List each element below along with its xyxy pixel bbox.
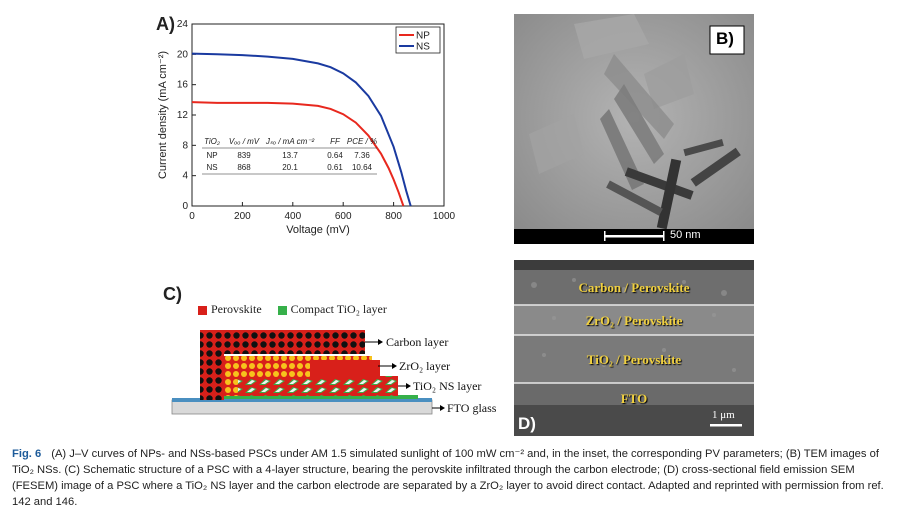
legend-label-np: NP [416, 31, 430, 42]
inset-header: PCE / % [347, 137, 377, 146]
zro2-layer-label: ZrO₂ layer [399, 359, 451, 373]
y-tick-label: 0 [182, 201, 188, 212]
inset-cell: NP [206, 151, 217, 160]
y-tick-label: 20 [177, 49, 189, 60]
y-tick-label: 12 [177, 110, 189, 121]
figure-caption: Fig. 6 (A) J–V curves of NPs- and NSs-bas… [12, 446, 888, 510]
perovskite-swatch [198, 305, 207, 315]
legend-compact-tio2: Compact TiO₂ layer [290, 302, 387, 316]
x-tick-label: 800 [385, 211, 402, 222]
y-tick-label: 16 [177, 80, 189, 91]
x-tick-label: 0 [189, 211, 195, 222]
panel-c-label: C) [163, 284, 182, 304]
x-tick-label: 200 [234, 211, 251, 222]
compact-tio2-swatch [277, 305, 287, 315]
psc-schematic [171, 330, 445, 415]
inset-cell: 839 [237, 151, 251, 160]
inset-cell: 20.1 [282, 163, 298, 172]
x-tick-label: 400 [284, 211, 301, 222]
series-line-np [191, 101, 405, 207]
sem-label-zro2: ZrO₂ / Perovskite [585, 313, 683, 328]
legend-perovskite: Perovskite [211, 302, 262, 316]
panel-a-label: A) [156, 14, 175, 34]
fto-glass-label: FTO glass [447, 401, 497, 415]
y-axis-title: Current density (mA cm⁻²) [157, 51, 169, 179]
sem-label-fto: FTO [620, 391, 648, 406]
inset-header: Vₒₒ / mV [229, 137, 260, 146]
x-tick-label: 1000 [433, 211, 456, 222]
inset-header: FF [330, 137, 341, 146]
x-tick-label: 600 [335, 211, 352, 222]
tem-nanosheets-image [514, 14, 754, 244]
sem-label-tio2: TiO₂ / Perovskite [586, 352, 682, 367]
inset-cell: 13.7 [282, 151, 298, 160]
inset-cell: 10.64 [352, 163, 373, 172]
jv-chart: 0 200 400 600 800 1000 0 4 8 12 16 20 24 Voltage (mV)… [157, 19, 456, 236]
y-tick-label: 4 [182, 171, 188, 182]
sem-cross-section [514, 260, 754, 436]
panel-b-label: B) [716, 29, 734, 48]
inset-cell: 7.36 [354, 151, 370, 160]
inset-cell: 0.61 [327, 163, 343, 172]
schematic-legend: Perovskite Compact TiO₂ layer [198, 302, 387, 317]
carbon-layer-label: Carbon layer [386, 335, 449, 349]
series-line-ns [191, 52, 412, 207]
legend-label-ns: NS [416, 42, 430, 53]
sem-label-carbon: Carbon / Perovskite [578, 280, 690, 295]
sem-scale-label: 1 μm [712, 409, 735, 421]
y-tick-label: 24 [177, 19, 189, 30]
inset-cell: 0.64 [327, 151, 343, 160]
sem-image: Carbon / Perovskite ZrO₂ / Perovskite Ti… [514, 260, 754, 436]
x-axis-title: Voltage (mV) [286, 224, 350, 236]
inset-cell: NS [206, 163, 217, 172]
tio2-ns-layer-label: TiO₂ NS layer [413, 379, 482, 393]
inset-header: Jₛₒ / mA cm⁻² [265, 137, 315, 146]
legend-box [395, 26, 441, 54]
caption-text: (A) J–V curves of NPs- and NSs-based PSC… [12, 448, 884, 508]
panel-d-label: D) [518, 414, 536, 433]
inset-cell: 868 [237, 163, 251, 172]
tem-image: B) 50 nm [514, 14, 754, 244]
tem-scale-label: 50 nm [670, 229, 701, 241]
inset-header: TiO₂ [204, 137, 220, 146]
y-tick-label: 8 [182, 140, 188, 151]
figure-label: Fig. 6 [12, 448, 42, 460]
